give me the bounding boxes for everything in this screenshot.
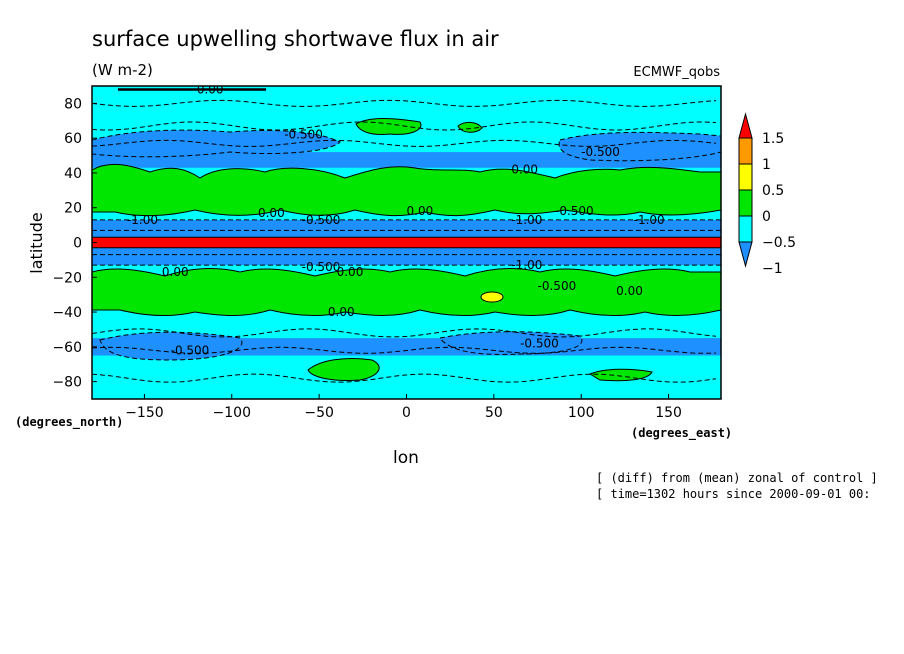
contour-label: -1.00: [511, 258, 542, 272]
max-region: [480, 291, 504, 303]
chart-title: surface upwelling shortwave flux in air: [92, 27, 499, 51]
contour-label: 0.00: [337, 265, 364, 279]
y-axis: −80 −60 −40 −20 0 20 40 60 80: [52, 96, 97, 391]
colorbar-tick-label: 0: [762, 209, 771, 225]
x-tick-label: −100: [213, 405, 251, 421]
blob-arctic-2: [457, 121, 483, 133]
contour-label: 0.00: [162, 265, 189, 279]
colorbar: 1.5 1 0.5 0 −0.5 −1: [738, 112, 796, 277]
zonal-band-5: [92, 219, 721, 231]
y-tick-label: 20: [64, 201, 82, 217]
annotation-line-2: [ time=1302 hours since 2000-09-01 00:: [596, 487, 871, 501]
x-tick-label: 0: [402, 405, 411, 421]
colorbar-segment: [738, 215, 753, 243]
x-tick-label: −150: [125, 405, 163, 421]
x-tick-label: 150: [655, 405, 682, 421]
colorbar-tick-label: −1: [762, 261, 783, 277]
contour-label: -1.00: [511, 213, 542, 227]
positive-regions: [92, 118, 721, 382]
contour-label: 0.00: [258, 206, 285, 220]
contour-label: -0.500: [302, 213, 341, 227]
contour-lines: [92, 88, 721, 383]
y-tick-label: −40: [52, 305, 82, 321]
contour-label: -0.500: [171, 343, 210, 357]
colorbar-tick-label: 1: [762, 157, 771, 173]
y-axis-label: latitude: [27, 212, 46, 273]
x-tick-label: 100: [568, 405, 595, 421]
contour-label: -0.500: [538, 279, 577, 293]
contour-label: -0.500: [520, 336, 559, 350]
colorbar-tick-label: 1.5: [762, 131, 784, 147]
zonal-bands: [92, 152, 721, 356]
contour-label: -0.500: [555, 204, 594, 218]
contour-label: 0.00: [328, 305, 355, 319]
contour-wave-3: [92, 328, 717, 338]
y-tick-label: −80: [52, 375, 82, 391]
annotation-line-1: [ (diff) from (mean) zonal of control ]: [596, 471, 878, 485]
y-tick-label: −60: [52, 340, 82, 356]
contour-label: -0.500: [284, 128, 323, 142]
colorbar-segment: [738, 163, 753, 191]
blob-nh-1: [92, 163, 721, 217]
contour-wave-0: [92, 99, 717, 107]
colorbar-top-arrow: [738, 112, 753, 139]
contour-wave-2: [92, 139, 717, 147]
contour-wave-5: [92, 373, 717, 383]
contour-label: 0.00: [197, 82, 224, 96]
y-units-label: (degrees_north): [15, 415, 123, 430]
zonal-band-6: [92, 230, 721, 238]
model-label: ECMWF_qobs: [633, 65, 720, 80]
contour-label: -1.00: [127, 213, 158, 227]
colorbar-tick-label: 0.5: [762, 183, 784, 199]
y-tick-label: 0: [73, 236, 82, 252]
blob-sh-1: [92, 268, 721, 317]
y-tick-label: 80: [64, 96, 82, 112]
zonal-band-9: [92, 254, 721, 266]
contour-label: 0.00: [407, 204, 434, 218]
x-axis: −150 −100 −50 0 50 100 150: [125, 394, 682, 421]
patch-nh-mid-2: [558, 131, 721, 162]
x-units-label: (degrees_east): [631, 426, 732, 441]
contour-label: -1.00: [634, 213, 665, 227]
contour-label: -0.500: [302, 260, 341, 274]
y-tick-label: 40: [64, 166, 82, 182]
colorbar-segment: [738, 137, 753, 165]
colorbar-bottom-arrow: [738, 241, 753, 268]
colorbar-segment: [738, 189, 753, 217]
y-tick-label: −20: [52, 270, 82, 286]
x-tick-label: 50: [485, 405, 503, 421]
contour-wave-1: [92, 121, 717, 131]
patch-nh-mid: [92, 129, 341, 158]
zonal-band-7: [92, 237, 721, 248]
contour-label: 0.00: [616, 284, 643, 298]
y-tick-label: 60: [64, 131, 82, 147]
contour-label: -0.500: [581, 145, 620, 159]
zonal-band-8: [92, 247, 721, 255]
x-axis-label: lon: [393, 448, 419, 468]
contour-label: 0.00: [511, 162, 538, 176]
blob-antarctic-1: [307, 357, 380, 381]
x-tick-label: −50: [304, 405, 334, 421]
yellow-spot: [480, 291, 504, 303]
contour-wave-4: [92, 346, 717, 354]
zonal-band-2: [92, 152, 721, 168]
chart-subtitle: (W m-2): [92, 61, 153, 79]
colorbar-tick-label: −0.5: [762, 235, 796, 251]
